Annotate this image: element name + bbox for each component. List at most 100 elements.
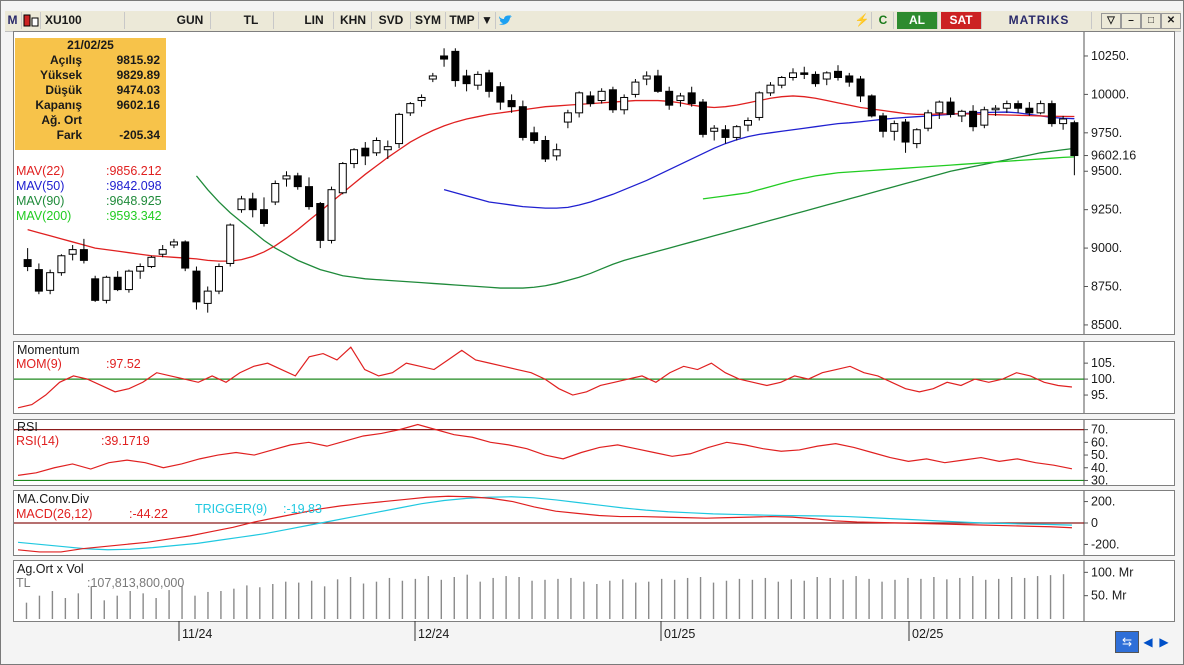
close-icon[interactable]: ✕ — [1161, 13, 1181, 29]
ma50-line — [443, 111, 1075, 209]
maximize-icon[interactable]: □ — [1141, 13, 1161, 29]
khn-button[interactable]: KHN — [335, 12, 372, 29]
info-row-high: Yüksek 9829.89 — [39, 68, 160, 82]
tick-label: 0 — [1091, 516, 1098, 530]
dropdown-arrow-icon[interactable]: ▼ — [479, 12, 496, 29]
momentum-label: MOM(9) — [16, 357, 62, 371]
scroll-left-icon[interactable]: ◀ — [1143, 635, 1153, 649]
candle-body — [34, 269, 43, 292]
symbol-selector[interactable]: XU100 — [41, 12, 125, 29]
macd-panel[interactable]: 200. 0 -200. — [13, 490, 1175, 556]
scroll-right-icon[interactable]: ▶ — [1159, 635, 1169, 649]
tick-label: 105. — [1091, 356, 1115, 370]
sell-button[interactable]: SAT — [941, 12, 982, 29]
ma-legend: MAV(22):9856.212 MAV(50):9842.098 MAV(90… — [16, 164, 162, 224]
candle-body — [743, 120, 752, 126]
candle-body — [293, 175, 302, 188]
candle-body — [485, 72, 494, 92]
tmp-button[interactable]: TMP — [446, 12, 479, 29]
legend-ma22: MAV(22):9856.212 — [16, 164, 162, 178]
candle-body — [710, 127, 719, 132]
candle-body — [541, 140, 550, 160]
candle-body — [1070, 122, 1079, 157]
candle-body — [259, 209, 268, 224]
info-date: 21/02/25 — [67, 38, 114, 52]
price-tick-label: 10000. — [1091, 87, 1129, 101]
sync-icon[interactable]: ⇆ — [1115, 631, 1139, 653]
ma90-line — [195, 147, 1075, 289]
volume-chart[interactable]: 100. Mr 50. Mr — [14, 561, 1174, 621]
candle-body — [721, 129, 730, 138]
momentum-panel[interactable]: 105. 100. 95. — [13, 341, 1175, 414]
ma200-line — [702, 156, 1075, 200]
svd-button[interactable]: SVD — [372, 12, 411, 29]
volume-tick-label: 100. Mr — [1091, 565, 1133, 579]
candle-body — [46, 272, 55, 291]
candle-body — [575, 92, 584, 114]
momentum-line — [17, 346, 1073, 409]
candle-body — [68, 249, 77, 255]
candle-body — [169, 241, 178, 246]
sym-button[interactable]: SYM — [411, 12, 446, 29]
candle-body — [305, 186, 314, 208]
candle-body — [428, 75, 437, 80]
rsi-value: :39.1719 — [101, 434, 150, 448]
candle-body — [698, 101, 707, 135]
candle-body — [473, 73, 482, 86]
scale-button[interactable]: LIN — [295, 12, 334, 29]
refresh-icon[interactable]: C — [873, 12, 894, 29]
date-axis: 11/24 12/24 01/25 02/25 — [178, 621, 943, 641]
tick-label: 200. — [1091, 495, 1115, 509]
candle-body — [935, 101, 944, 114]
chart-type-icon[interactable] — [22, 12, 41, 29]
currency-button[interactable]: TL — [229, 12, 274, 29]
matriks-logo-button[interactable]: M — [5, 12, 22, 29]
candle-body — [597, 90, 606, 102]
candle-body — [563, 112, 572, 123]
candle-body — [969, 110, 978, 128]
rsi-panel[interactable]: 70. 60. 50. 40. 30. — [13, 419, 1175, 487]
candle-body — [856, 78, 865, 97]
trigger-label: TRIGGER(9) — [195, 502, 268, 516]
candle-body — [192, 270, 201, 303]
macd-chart[interactable]: 200. 0 -200. — [14, 491, 1174, 555]
candle-body — [957, 110, 966, 117]
lightning-icon[interactable]: ⚡ — [853, 12, 872, 29]
ma22-line — [27, 95, 1075, 262]
momentum-chart[interactable]: 105. 100. 95. — [14, 342, 1174, 413]
price-panel[interactable]: 10250. 10000. 9750. 9602.16 9500. 9250. 9000. 8… — [13, 31, 1175, 335]
macd-value: :-44.22 — [129, 507, 168, 521]
candle-body — [79, 249, 88, 261]
candle-body — [800, 72, 809, 75]
candle-body — [214, 266, 223, 292]
period-button[interactable]: GUN — [170, 12, 211, 29]
info-row-open: Açılış 9815.92 — [49, 53, 160, 67]
tick-label: 100. — [1091, 372, 1115, 386]
volume-panel[interactable]: 100. Mr 50. Mr — [13, 560, 1175, 622]
collapse-icon[interactable]: ▽ — [1101, 13, 1121, 29]
rsi-title: RSI — [17, 420, 38, 434]
buy-button[interactable]: AL — [897, 12, 938, 29]
candle-body — [440, 55, 449, 60]
candle-body — [1025, 107, 1034, 114]
volume-value: :107,813,800,000 — [87, 576, 185, 590]
rsi-chart[interactable]: 70.60.50.40.30. — [14, 420, 1174, 487]
candle-body — [912, 129, 921, 145]
candle-body — [788, 72, 797, 78]
volume-tick-label: 50. Mr — [1091, 589, 1126, 603]
candle-body — [147, 256, 156, 268]
tick-label: 30. — [1091, 473, 1108, 485]
candle-body — [226, 224, 235, 264]
price-tick-label: 8500. — [1091, 318, 1122, 332]
candle-body — [1014, 103, 1023, 109]
twitter-icon[interactable] — [496, 12, 516, 29]
candle-body — [338, 163, 347, 194]
candle-body — [676, 95, 685, 102]
candle-body — [980, 109, 989, 126]
candle-body — [23, 259, 32, 268]
ohlc-info-box: 21/02/25 Açılış 9815.92 Yüksek 9829.89 Düş… — [15, 38, 166, 150]
minimize-icon[interactable]: – — [1121, 13, 1141, 29]
candle-body — [372, 140, 381, 154]
